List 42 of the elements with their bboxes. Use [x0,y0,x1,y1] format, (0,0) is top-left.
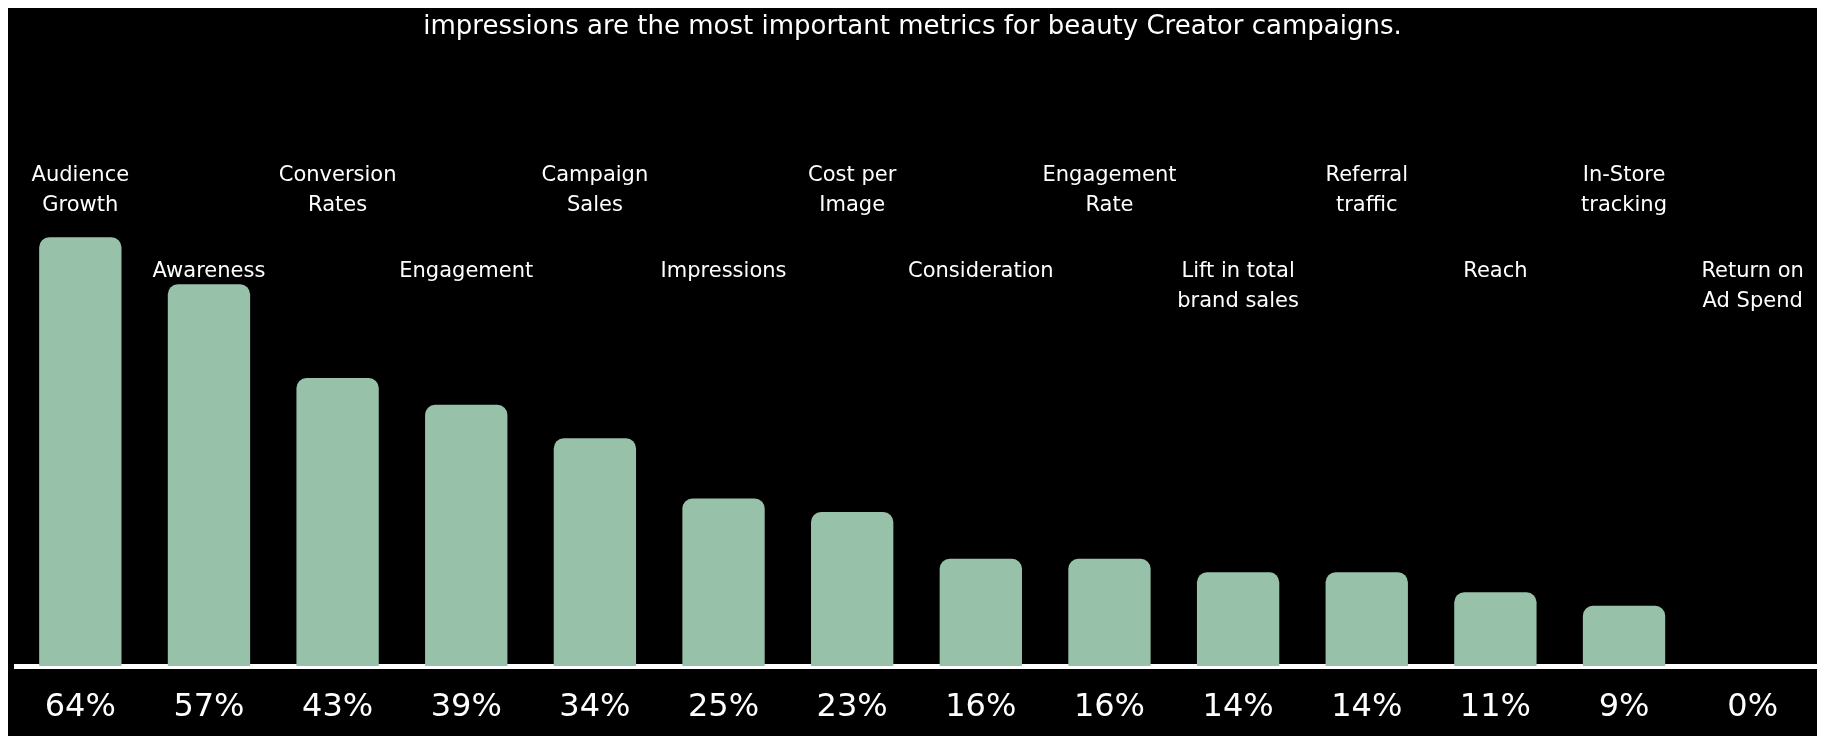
x-tick-label: Audience Growth [31,162,130,217]
x-tick-label: Return on Ad Spend [1701,258,1804,313]
x-tick-label: Reach [1463,258,1528,283]
x-tick-label: In-Store tracking [1581,162,1667,217]
bar [1325,572,1408,666]
x-tick-label: Conversion Rates [278,162,397,217]
x-tick-label: Cost per Image [808,162,897,217]
data-label: 14% [1202,686,1274,725]
x-tick-label: Campaign Sales [541,162,649,217]
data-label: 34% [559,686,631,725]
data-label: 64% [44,686,116,725]
data-label: 43% [302,686,374,725]
bar [1582,605,1666,666]
bar [682,498,765,666]
data-label: 23% [816,686,888,725]
x-tick-label: Referral traffic [1325,162,1408,217]
bar [1454,592,1537,666]
data-label: 16% [1073,686,1146,725]
data-label: 16% [945,686,1017,725]
data-label: 0% [1727,686,1779,725]
chart-title: impressions are the most important metrics for beauty Creator campaigns. [423,10,1402,41]
bar [1068,558,1151,666]
x-tick-label: Engagement Rate [1042,162,1177,217]
bar [39,237,122,666]
x-tick-label: Impressions [660,258,787,283]
bar [811,511,894,666]
bar [425,404,508,666]
bar [1196,572,1280,666]
x-tick-label: Engagement [399,258,534,283]
bar [167,284,251,666]
bar [553,438,637,666]
x-tick-label: Awareness [152,258,266,283]
bar [296,378,379,666]
data-label: 9% [1598,686,1650,725]
data-label: 14% [1331,686,1403,725]
bar [939,558,1022,666]
data-label: 57% [173,686,245,725]
data-label: 11% [1459,686,1531,725]
data-label: 39% [430,686,502,725]
data-label: 25% [687,686,760,725]
x-tick-label: Lift in total brand sales [1177,258,1299,313]
x-tick-label: Consideration [908,258,1054,283]
